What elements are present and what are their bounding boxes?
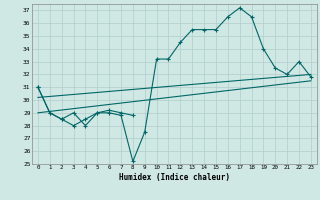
X-axis label: Humidex (Indice chaleur): Humidex (Indice chaleur) — [119, 173, 230, 182]
